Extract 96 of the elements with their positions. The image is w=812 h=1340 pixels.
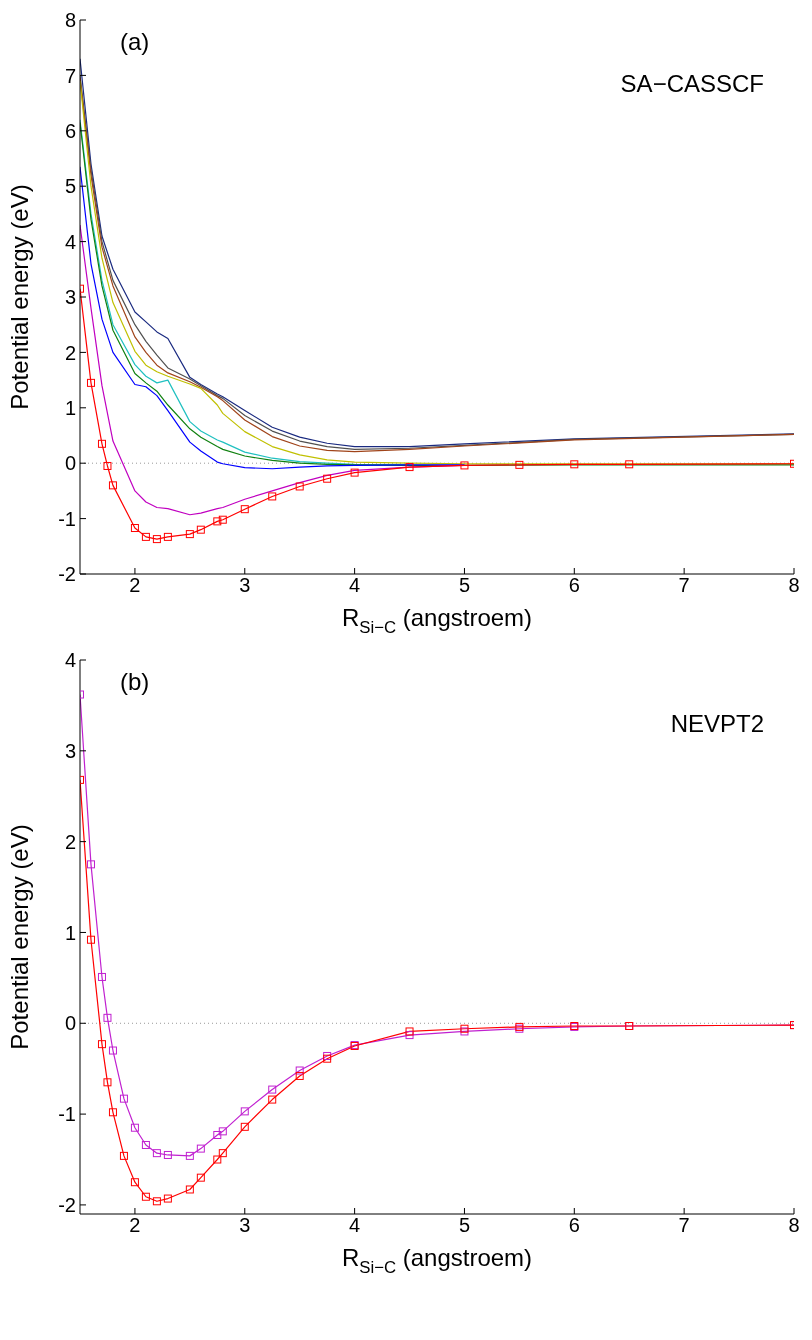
annotation: NEVPT2 bbox=[670, 710, 764, 738]
point bbox=[163, 532, 172, 541]
point bbox=[86, 378, 95, 387]
y-tick-label: 7 bbox=[64, 64, 76, 87]
point bbox=[213, 1155, 222, 1164]
point bbox=[103, 1078, 112, 1087]
point bbox=[240, 1107, 249, 1116]
y-tick-label: 0 bbox=[64, 1012, 76, 1035]
x-tick-label: 3 bbox=[239, 574, 251, 597]
x-tick-label: 2 bbox=[129, 1214, 141, 1237]
point bbox=[218, 515, 227, 524]
point bbox=[268, 1085, 277, 1094]
point bbox=[185, 1151, 194, 1160]
y-tick-label: 0 bbox=[64, 452, 76, 475]
point bbox=[405, 1027, 414, 1036]
point bbox=[295, 1071, 304, 1080]
y-axis-title: Potential energy (eV) bbox=[6, 184, 33, 410]
x-tick-label: 8 bbox=[788, 574, 800, 597]
annotation: SA−CASSCF bbox=[620, 70, 764, 98]
x-tick-label: 4 bbox=[349, 1214, 361, 1237]
point bbox=[97, 972, 106, 981]
x-tick-label: 3 bbox=[239, 1214, 251, 1237]
point bbox=[196, 1144, 205, 1153]
point bbox=[163, 1194, 172, 1203]
annotation: (a) bbox=[120, 28, 150, 56]
point bbox=[152, 1149, 161, 1158]
point bbox=[218, 1127, 227, 1136]
y-tick-label: 2 bbox=[64, 830, 76, 853]
x-tick-label: 7 bbox=[678, 574, 690, 597]
point bbox=[405, 463, 414, 472]
y-tick-label: -2 bbox=[58, 563, 76, 586]
point bbox=[405, 1031, 414, 1040]
point bbox=[268, 492, 277, 501]
point bbox=[97, 1040, 106, 1049]
y-tick-label: -2 bbox=[58, 1194, 76, 1217]
x-tick-label: 5 bbox=[458, 574, 471, 597]
point bbox=[86, 935, 95, 944]
y-tick-label: 2 bbox=[64, 341, 76, 364]
point bbox=[323, 474, 332, 483]
y-tick-label: 1 bbox=[64, 921, 76, 944]
point bbox=[196, 525, 205, 534]
point bbox=[141, 532, 150, 541]
point bbox=[141, 1140, 150, 1149]
point bbox=[240, 505, 249, 514]
y-tick-label: 1 bbox=[64, 396, 76, 419]
x-tick-label: 6 bbox=[568, 574, 580, 597]
y-tick-label: 4 bbox=[64, 230, 76, 253]
y-tick-label: 5 bbox=[64, 175, 76, 198]
x-tick-label: 2 bbox=[129, 574, 141, 597]
point bbox=[130, 1178, 139, 1187]
point bbox=[141, 1192, 150, 1201]
x-tick-label: 8 bbox=[788, 1214, 800, 1237]
y-axis-title: Potential energy (eV) bbox=[6, 824, 33, 1050]
point bbox=[103, 1013, 112, 1022]
x-axis-title: R$_{Si−C}$ (angstroem) bbox=[341, 604, 533, 637]
x-tick-label: 5 bbox=[458, 1214, 471, 1237]
point bbox=[350, 468, 359, 477]
point bbox=[119, 1151, 128, 1160]
y-tick-label: 3 bbox=[64, 286, 76, 309]
point bbox=[213, 1130, 222, 1139]
y-tick-label: 6 bbox=[64, 119, 76, 142]
point bbox=[152, 1197, 161, 1206]
x-tick-label: 6 bbox=[568, 1214, 580, 1237]
point bbox=[185, 530, 194, 539]
point bbox=[130, 524, 139, 533]
point bbox=[515, 460, 524, 469]
point bbox=[295, 1066, 304, 1075]
point bbox=[152, 535, 161, 544]
point bbox=[460, 461, 469, 470]
y-tick-label: 4 bbox=[64, 649, 76, 672]
point bbox=[119, 1094, 128, 1103]
x-axis-title: R$_{Si−C}$ (angstroem) bbox=[341, 1244, 533, 1277]
point bbox=[196, 1173, 205, 1182]
point bbox=[108, 481, 117, 490]
point bbox=[570, 460, 579, 469]
point bbox=[108, 1108, 117, 1117]
point bbox=[218, 1149, 227, 1158]
point bbox=[213, 517, 222, 526]
point bbox=[86, 860, 95, 869]
point bbox=[163, 1150, 172, 1159]
annotation: (b) bbox=[120, 668, 150, 696]
x-tick-label: 7 bbox=[678, 1214, 690, 1237]
point bbox=[130, 1123, 139, 1132]
point bbox=[108, 1046, 117, 1055]
y-tick-label: -1 bbox=[58, 1103, 76, 1126]
y-tick-label: 8 bbox=[64, 9, 76, 32]
y-tick-label: -1 bbox=[58, 507, 76, 530]
point bbox=[240, 1122, 249, 1131]
y-tick-label: 3 bbox=[64, 739, 76, 762]
point bbox=[97, 439, 106, 448]
point bbox=[625, 460, 634, 469]
point bbox=[103, 461, 112, 470]
point bbox=[295, 482, 304, 491]
x-tick-label: 4 bbox=[349, 574, 361, 597]
point bbox=[185, 1185, 194, 1194]
point bbox=[268, 1095, 277, 1104]
